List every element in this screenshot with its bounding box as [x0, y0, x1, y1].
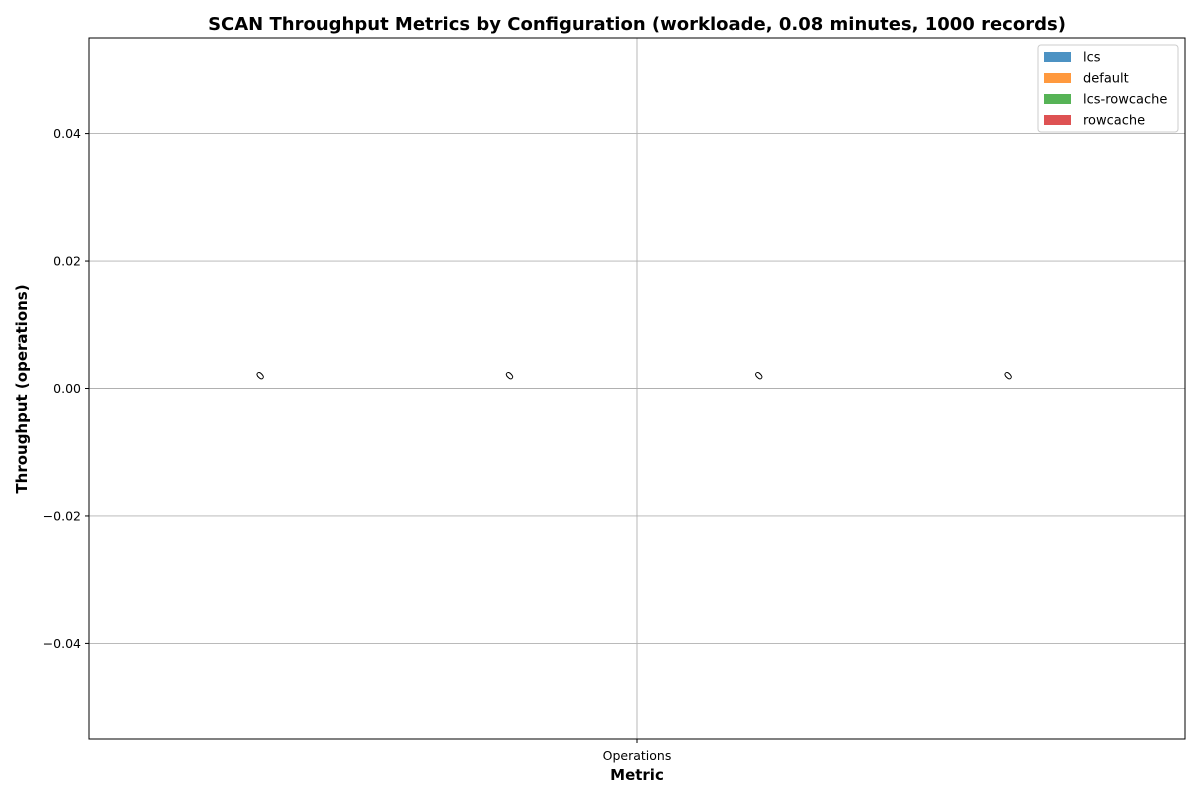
y-tick-label: −0.04: [43, 636, 81, 651]
y-axis-ticks: −0.04 −0.02 0.00 0.02 0.04: [43, 126, 89, 651]
legend-swatch-lcs: [1044, 52, 1071, 62]
y-tick-label: 0.04: [53, 126, 81, 141]
grid-lines: [89, 38, 1185, 739]
legend-label-lcs: lcs: [1083, 51, 1101, 66]
legend-swatch-lcs-rowcache: [1044, 94, 1071, 104]
y-tick-label: −0.02: [43, 508, 81, 523]
y-tick-label: 0.00: [53, 381, 81, 396]
legend-label-lcs-rowcache: lcs-rowcache: [1083, 93, 1167, 108]
legend-label-default: default: [1083, 72, 1129, 87]
legend-swatch-default: [1044, 73, 1071, 83]
legend-frame: [1037, 44, 1179, 133]
x-axis-ticks: Operations: [603, 739, 672, 763]
x-tick-label: Operations: [603, 748, 672, 763]
legend-swatch-rowcache: [1044, 115, 1071, 125]
y-axis-label: Throughput (operations): [13, 284, 31, 493]
chart-title: SCAN Throughput Metrics by Configuration…: [208, 14, 1066, 35]
y-tick-label: 0.02: [53, 254, 81, 269]
x-axis-label: Metric: [610, 766, 664, 784]
legend-label-rowcache: rowcache: [1083, 114, 1145, 129]
legend: lcs default lcs-rowcache rowcache: [1037, 44, 1179, 133]
